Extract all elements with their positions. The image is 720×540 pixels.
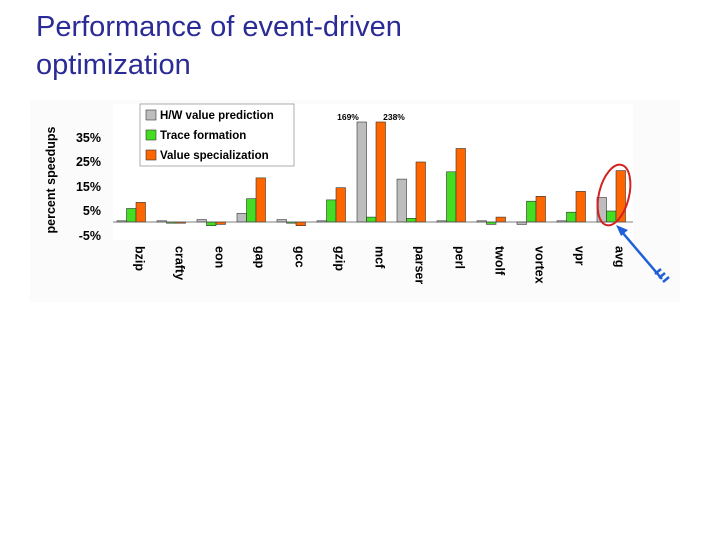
bar-value-twolf	[495, 216, 506, 223]
x-tick-label-gzip: gzip	[332, 246, 346, 271]
x-tick-label-twolf: twolf	[492, 246, 506, 276]
bar-trace-perl	[446, 171, 457, 223]
x-tick-label-gap: gap	[252, 246, 266, 269]
arrow-head	[616, 225, 628, 236]
bar-value-mcf	[375, 121, 386, 223]
x-tick-label-parser: parser	[412, 246, 426, 284]
arrow-tail-mark	[662, 276, 670, 283]
y-tick-label: -5%	[79, 229, 101, 243]
bar-value-parser	[415, 161, 426, 223]
legend-swatch-value	[145, 149, 157, 161]
bar-hw-gap	[236, 213, 247, 223]
bar-value-vortex	[535, 196, 546, 223]
bar-value-bzip	[135, 202, 146, 223]
y-tick-labels: 35% 25% 15% 5% -5%	[76, 131, 101, 243]
bar-value-gcc	[295, 221, 306, 227]
bar-trace-gzip	[326, 199, 337, 223]
x-tick-label-mcf: mcf	[372, 246, 386, 269]
y-tick-label: 25%	[76, 155, 101, 169]
bar-trace-bzip	[126, 208, 137, 223]
arrow-shaft	[621, 231, 663, 280]
legend-swatch-trace	[145, 129, 157, 141]
slide-title: Performance of event-driven optimization	[36, 11, 402, 81]
x-tick-label-vortex: vortex	[532, 246, 546, 284]
x-tick-labels: bzip crafty eon gap gcc gzip mcf parser perl twol…	[132, 246, 626, 284]
x-tick-label-eon: eon	[212, 246, 226, 268]
pointer-arrow	[616, 225, 670, 283]
bar-value-gap	[255, 177, 266, 223]
bar-trace-vpr	[566, 211, 577, 223]
bar-trace-avg	[606, 210, 617, 223]
y-tick-label: 15%	[76, 180, 101, 194]
bar-hw-mcf	[356, 121, 367, 223]
bar-trace-mcf	[366, 216, 377, 223]
y-tick-label: 35%	[76, 131, 101, 145]
bar-trace-parser	[406, 218, 417, 223]
bar-trace-vortex	[526, 200, 537, 223]
bar-trace-gap	[246, 198, 257, 223]
bar-value-vpr	[575, 191, 586, 223]
annotation-mcf-value: 238%	[383, 112, 405, 122]
x-tick-label-crafty: crafty	[172, 246, 186, 280]
x-tick-label-perl: perl	[452, 246, 466, 269]
arrow-tail-mark	[658, 272, 666, 279]
bar-value-avg	[615, 170, 626, 223]
bar-value-gzip	[335, 187, 346, 223]
y-tick-label: 5%	[83, 204, 101, 218]
legend-box	[139, 103, 295, 167]
y-axis-label: percent speedups	[44, 126, 58, 233]
annotation-mcf-hw: 169%	[337, 112, 359, 122]
x-tick-label-vpr: vpr	[572, 246, 586, 266]
x-tick-label-gcc: gcc	[292, 246, 306, 268]
legend-label-value: Value specialization	[160, 150, 269, 162]
bar-hw-parser	[396, 178, 407, 223]
highlight-circle	[596, 163, 632, 227]
legend-label-hw: H/W value prediction	[160, 110, 274, 122]
arrow-tail-mark	[654, 268, 662, 275]
legend: H/W value prediction Trace formation Val…	[139, 103, 295, 167]
bar-value-perl	[455, 148, 466, 223]
x-tick-label-bzip: bzip	[132, 246, 146, 271]
x-tick-label-avg: avg	[612, 246, 626, 268]
bar-trace-eon	[206, 221, 217, 227]
legend-label-trace: Trace formation	[160, 130, 246, 142]
legend-swatch-hw	[145, 109, 157, 121]
